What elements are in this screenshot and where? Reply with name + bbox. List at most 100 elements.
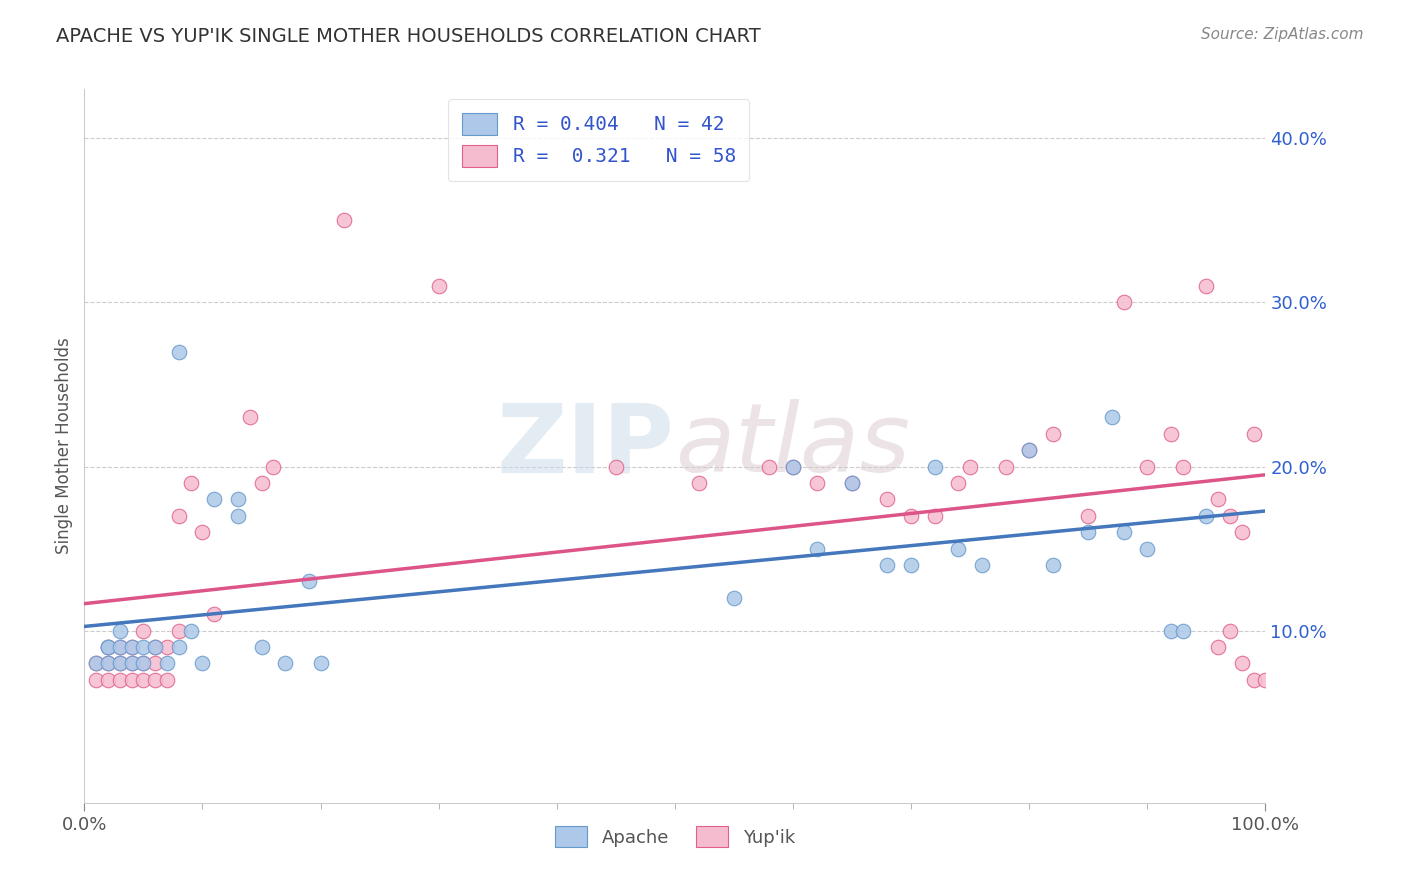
Point — [108, 673, 131, 687]
Point — [1160, 624, 1182, 638]
Point — [167, 344, 190, 359]
Point — [108, 640, 131, 654]
Point — [132, 657, 155, 671]
Point — [298, 574, 321, 589]
Point — [121, 657, 143, 671]
Point — [994, 459, 1017, 474]
Point — [309, 657, 332, 671]
Point — [202, 492, 225, 507]
Point — [191, 525, 214, 540]
Point — [1243, 673, 1265, 687]
Point — [427, 279, 450, 293]
Point — [97, 640, 120, 654]
Point — [841, 475, 863, 490]
Y-axis label: Single Mother Households: Single Mother Households — [55, 338, 73, 554]
Point — [143, 673, 166, 687]
Point — [1136, 459, 1159, 474]
Point — [924, 508, 946, 523]
Point — [132, 640, 155, 654]
Text: ZIP: ZIP — [496, 400, 675, 492]
Point — [1195, 279, 1218, 293]
Point — [143, 640, 166, 654]
Point — [948, 475, 970, 490]
Point — [900, 508, 922, 523]
Point — [226, 492, 249, 507]
Point — [1206, 640, 1229, 654]
Point — [167, 640, 190, 654]
Point — [156, 640, 179, 654]
Point — [108, 640, 131, 654]
Point — [333, 213, 356, 227]
Point — [121, 640, 143, 654]
Point — [1230, 657, 1253, 671]
Legend: Apache, Yup'ik: Apache, Yup'ik — [547, 819, 803, 855]
Point — [1042, 426, 1064, 441]
Point — [202, 607, 225, 622]
Point — [782, 459, 804, 474]
Point — [959, 459, 981, 474]
Point — [132, 657, 155, 671]
Point — [191, 657, 214, 671]
Point — [143, 657, 166, 671]
Point — [108, 657, 131, 671]
Point — [84, 673, 107, 687]
Point — [1042, 558, 1064, 572]
Point — [1136, 541, 1159, 556]
Point — [782, 459, 804, 474]
Point — [250, 640, 273, 654]
Point — [121, 640, 143, 654]
Point — [723, 591, 745, 605]
Point — [262, 459, 284, 474]
Point — [1195, 508, 1218, 523]
Point — [108, 657, 131, 671]
Point — [250, 475, 273, 490]
Point — [1077, 508, 1099, 523]
Point — [132, 624, 155, 638]
Point — [274, 657, 297, 671]
Point — [948, 541, 970, 556]
Point — [156, 673, 179, 687]
Point — [841, 475, 863, 490]
Point — [924, 459, 946, 474]
Point — [226, 508, 249, 523]
Point — [605, 459, 627, 474]
Point — [121, 673, 143, 687]
Point — [758, 459, 780, 474]
Point — [1230, 525, 1253, 540]
Point — [1254, 673, 1277, 687]
Point — [876, 558, 898, 572]
Point — [132, 673, 155, 687]
Point — [239, 410, 262, 425]
Point — [1018, 443, 1040, 458]
Point — [108, 624, 131, 638]
Point — [1077, 525, 1099, 540]
Text: Source: ZipAtlas.com: Source: ZipAtlas.com — [1201, 27, 1364, 42]
Point — [97, 657, 120, 671]
Point — [1160, 426, 1182, 441]
Point — [156, 657, 179, 671]
Point — [1101, 410, 1123, 425]
Point — [900, 558, 922, 572]
Point — [1243, 426, 1265, 441]
Point — [1171, 459, 1194, 474]
Text: atlas: atlas — [675, 400, 910, 492]
Point — [97, 640, 120, 654]
Point — [143, 640, 166, 654]
Text: APACHE VS YUP'IK SINGLE MOTHER HOUSEHOLDS CORRELATION CHART: APACHE VS YUP'IK SINGLE MOTHER HOUSEHOLD… — [56, 27, 761, 45]
Point — [1112, 295, 1135, 310]
Point — [84, 657, 107, 671]
Point — [180, 475, 202, 490]
Point — [1219, 508, 1241, 523]
Point — [97, 657, 120, 671]
Point — [806, 541, 828, 556]
Point — [1171, 624, 1194, 638]
Point — [97, 640, 120, 654]
Point — [1219, 624, 1241, 638]
Point — [1018, 443, 1040, 458]
Point — [970, 558, 993, 572]
Point — [167, 508, 190, 523]
Point — [688, 475, 710, 490]
Point — [121, 657, 143, 671]
Point — [876, 492, 898, 507]
Point — [84, 657, 107, 671]
